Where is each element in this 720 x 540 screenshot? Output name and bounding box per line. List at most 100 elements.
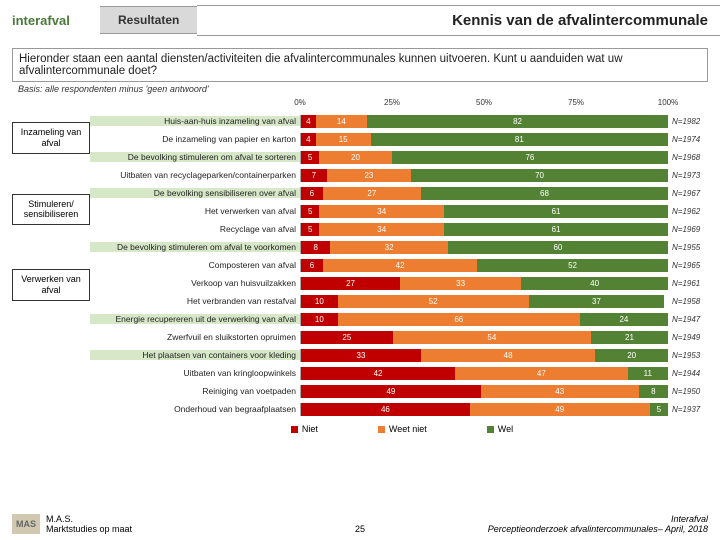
bar-row: Uitbaten van kringloopwinkels424711N=194… xyxy=(90,364,714,382)
axis-tick: 100% xyxy=(658,98,678,107)
bar-segment-niet: 5 xyxy=(301,205,319,218)
bar-rows: Huis-aan-huis inzameling van afval41482N… xyxy=(90,112,714,418)
bar-segment-wel: 8 xyxy=(639,385,668,398)
bar-segment-weet: 52 xyxy=(338,295,529,308)
mas-line1: M.A.S. xyxy=(46,514,132,524)
legend-label: Wel xyxy=(498,424,513,434)
n-label: N=1955 xyxy=(668,243,714,252)
header: interafval Resultaten Kennis van de afva… xyxy=(0,0,720,40)
row-label: Verkoop van huisvuilzakken xyxy=(90,278,300,288)
n-label: N=1962 xyxy=(668,207,714,216)
x-axis: 0%25%50%75%100% xyxy=(90,98,714,112)
bar-wrap: 41581 xyxy=(300,133,668,146)
bar-segment-weet: 42 xyxy=(323,259,477,272)
question-text: Hieronder staan een aantal diensten/acti… xyxy=(12,48,708,82)
page-title: Kennis van de afvalintercommunale xyxy=(197,5,720,36)
bar-wrap: 106624 xyxy=(300,313,668,326)
bar-row: Energie recupereren uit de verwerking va… xyxy=(90,310,714,328)
bar-segment-niet: 8 xyxy=(301,241,330,254)
row-label: Huis-aan-huis inzameling van afval xyxy=(90,116,300,126)
n-label: N=1950 xyxy=(668,387,714,396)
footer-left: MAS M.A.S. Marktstudies op maat xyxy=(12,514,132,534)
bar-segment-weet: 14 xyxy=(316,115,367,128)
n-label: N=1968 xyxy=(668,153,714,162)
n-label: N=1953 xyxy=(668,351,714,360)
bar-segment-niet: 27 xyxy=(301,277,400,290)
page-number: 25 xyxy=(355,524,365,534)
legend-label: Niet xyxy=(302,424,318,434)
bar-wrap: 255421 xyxy=(300,331,668,344)
bar-row: Het verbranden van restafval105237N=1958 xyxy=(90,292,714,310)
axis-tick: 0% xyxy=(294,98,306,107)
bar-segment-wel: 68 xyxy=(421,187,668,200)
bar-segment-wel: 61 xyxy=(444,223,668,236)
bar-wrap: 273340 xyxy=(300,277,668,290)
n-label: N=1961 xyxy=(668,279,714,288)
n-label: N=1969 xyxy=(668,225,714,234)
legend-label: Weet niet xyxy=(389,424,427,434)
bar-segment-niet: 4 xyxy=(301,115,316,128)
chart-main: 0%25%50%75%100% Huis-aan-huis inzameling… xyxy=(90,98,714,434)
bar-segment-wel: 52 xyxy=(477,259,668,272)
bar-row: De bevolking stimuleren om afval te sort… xyxy=(90,148,714,166)
mas-line2: Marktstudies op maat xyxy=(46,524,132,534)
bar-segment-wel: 11 xyxy=(628,367,668,380)
bar-segment-wel: 70 xyxy=(411,169,668,182)
legend-item-niet: Niet xyxy=(291,424,318,434)
bar-row: Onderhoud van begraafplaatsen46495N=1937 xyxy=(90,400,714,418)
tab-resultaten: Resultaten xyxy=(100,6,197,34)
axis-tick: 50% xyxy=(476,98,492,107)
bar-wrap: 83260 xyxy=(300,241,668,254)
footer-right2: Perceptieonderzoek afvalintercommunales–… xyxy=(488,524,708,534)
n-label: N=1973 xyxy=(668,171,714,180)
bar-segment-wel: 20 xyxy=(595,349,668,362)
bar-segment-wel: 5 xyxy=(650,403,668,416)
row-label: De inzameling van papier en karton xyxy=(90,134,300,144)
row-label: Het plaatsen van containers voor kleding xyxy=(90,350,300,360)
bar-wrap: 424711 xyxy=(300,367,668,380)
bar-row: De bevolking sensibiliseren over afval62… xyxy=(90,184,714,202)
bar-segment-wel: 81 xyxy=(371,133,668,146)
bar-segment-weet: 34 xyxy=(319,223,444,236)
bar-segment-weet: 54 xyxy=(393,331,591,344)
legend-item-weet: Weet niet xyxy=(378,424,427,434)
legend: Niet Weet niet Wel xyxy=(90,424,714,434)
row-label: Het verbranden van restafval xyxy=(90,296,300,306)
bar-segment-weet: 33 xyxy=(400,277,521,290)
bar-row: Huis-aan-huis inzameling van afval41482N… xyxy=(90,112,714,130)
mas-logo: MAS xyxy=(12,514,40,534)
axis-tick: 25% xyxy=(384,98,400,107)
bar-row: Het verwerken van afval53461N=1962 xyxy=(90,202,714,220)
footer: MAS M.A.S. Marktstudies op maat 25 Inter… xyxy=(0,514,720,534)
bar-wrap: 49438 xyxy=(300,385,668,398)
bar-segment-wel: 24 xyxy=(580,313,668,326)
bar-wrap: 72370 xyxy=(300,169,668,182)
bar-segment-wel: 76 xyxy=(392,151,668,164)
bar-row: De inzameling van papier en karton41581N… xyxy=(90,130,714,148)
bar-wrap: 334820 xyxy=(300,349,668,362)
row-label: De bevolking stimuleren om afval te sort… xyxy=(90,152,300,162)
category-box: Stimuleren/ sensibiliseren xyxy=(12,194,90,226)
bar-wrap: 53461 xyxy=(300,223,668,236)
bar-segment-niet: 10 xyxy=(301,313,338,326)
bar-wrap: 105237 xyxy=(300,295,668,308)
bar-segment-wel: 37 xyxy=(529,295,665,308)
bar-segment-niet: 5 xyxy=(301,223,319,236)
row-label: Energie recupereren uit de verwerking va… xyxy=(90,314,300,324)
n-label: N=1949 xyxy=(668,333,714,342)
bar-segment-niet: 4 xyxy=(301,133,316,146)
row-label: De bevolking stimuleren om afval te voor… xyxy=(90,242,300,252)
bar-segment-weet: 15 xyxy=(316,133,371,146)
n-label: N=1958 xyxy=(668,297,714,306)
bar-segment-niet: 42 xyxy=(301,367,455,380)
legend-swatch xyxy=(487,426,494,433)
row-label: Reiniging van voetpaden xyxy=(90,386,300,396)
bar-row: Zwerfvuil en sluikstorten opruimen255421… xyxy=(90,328,714,346)
row-label: Het verwerken van afval xyxy=(90,206,300,216)
category-box: Verwerken van afval xyxy=(12,269,90,301)
row-label: Onderhoud van begraafplaatsen xyxy=(90,404,300,414)
bar-wrap: 64252 xyxy=(300,259,668,272)
n-label: N=1974 xyxy=(668,135,714,144)
bar-segment-niet: 33 xyxy=(301,349,421,362)
n-label: N=1937 xyxy=(668,405,714,414)
